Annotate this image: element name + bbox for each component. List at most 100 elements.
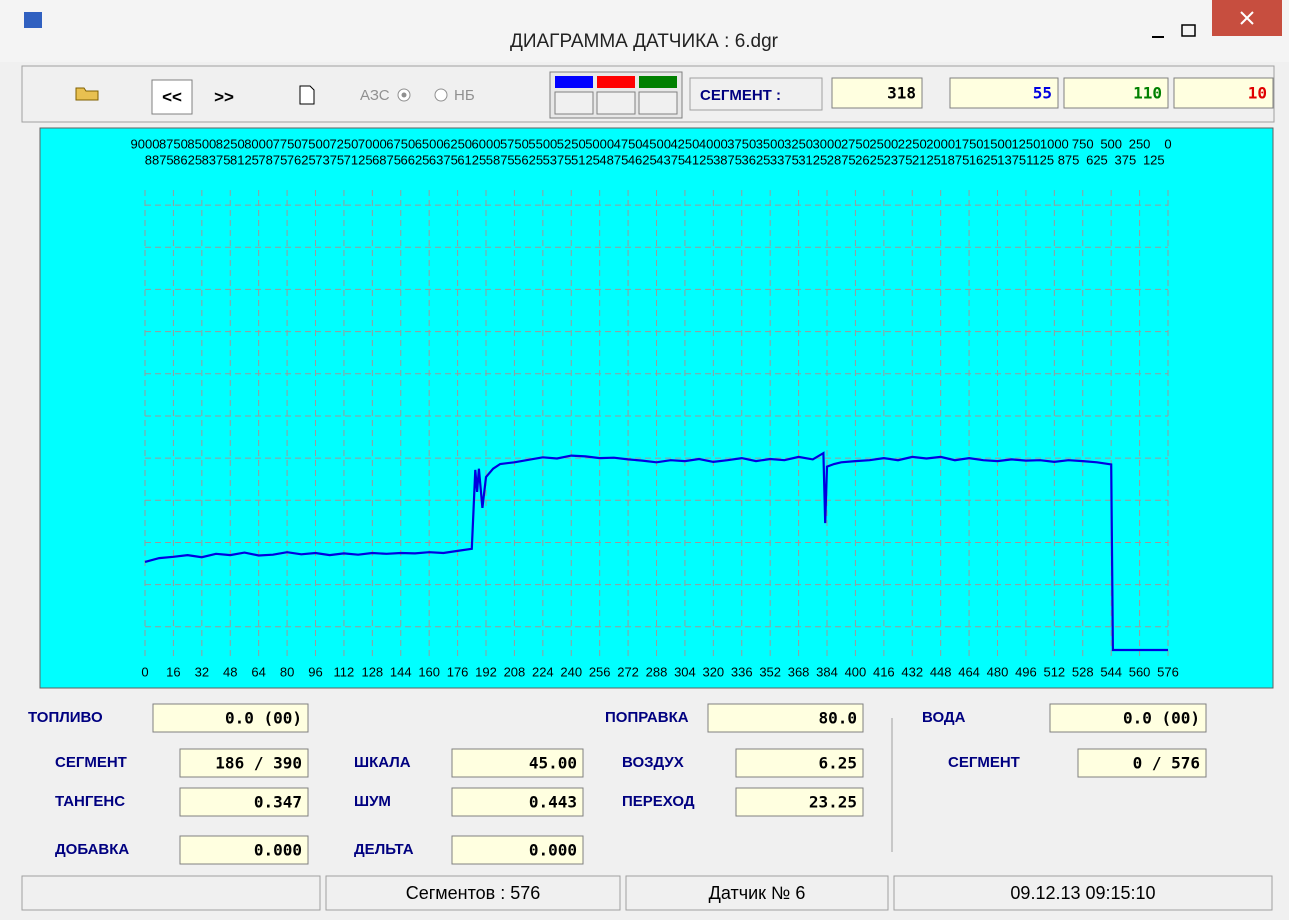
status-pane — [325, 875, 621, 911]
x-tick-label: 176 — [447, 664, 469, 679]
field-label: СЕГМЕНТ — [948, 754, 1020, 771]
top-tick-label: 4625 — [628, 152, 657, 167]
field-value: 0.0 (00) — [225, 709, 302, 728]
top-tick-label: 625 — [1086, 152, 1108, 167]
legend-swatch — [597, 76, 635, 88]
x-tick-label: 272 — [617, 664, 639, 679]
close-icon — [1240, 11, 1254, 25]
segment-value: 318 — [887, 84, 916, 103]
top-tick-label: 7750 — [273, 136, 302, 151]
legend-swatch — [639, 76, 677, 88]
top-tick-label: 1750 — [955, 136, 984, 151]
top-tick-label: 1500 — [983, 136, 1012, 151]
top-tick-label: 7125 — [344, 152, 373, 167]
field-label: ШКАЛА — [354, 754, 411, 771]
x-tick-label: 368 — [788, 664, 810, 679]
x-tick-label: 288 — [646, 664, 668, 679]
next-button[interactable]: >> — [214, 87, 234, 106]
top-tick-label: 7375 — [315, 152, 344, 167]
title-bar — [0, 0, 1289, 62]
top-tick-label: 3500 — [756, 136, 785, 151]
x-tick-label: 192 — [475, 664, 497, 679]
new-button[interactable] — [299, 85, 315, 105]
field-value: 6.25 — [818, 754, 857, 773]
top-tick-label: 4750 — [614, 136, 643, 151]
x-tick-label: 512 — [1043, 664, 1065, 679]
top-tick-label: 1125 — [1026, 152, 1054, 167]
window-title: ДИАГРАММА ДАТЧИКА : 6.dgr — [510, 31, 779, 52]
x-tick-label: 432 — [901, 664, 923, 679]
top-tick-label: 750 — [1072, 136, 1094, 151]
x-tick-label: 128 — [361, 664, 383, 679]
legend-box — [554, 91, 594, 115]
top-tick-label: 6000 — [472, 136, 501, 151]
top-tick-label: 4250 — [670, 136, 699, 151]
app-icon — [24, 12, 42, 28]
status-pane — [893, 875, 1273, 911]
top-tick-label: 6750 — [386, 136, 415, 151]
field-box — [735, 787, 864, 817]
x-tick-label: 304 — [674, 664, 696, 679]
top-tick-label: 6875 — [372, 152, 401, 167]
x-tick-label: 528 — [1072, 664, 1094, 679]
x-tick-label: 208 — [504, 664, 526, 679]
top-tick-label: 5625 — [514, 152, 543, 167]
legend-swatch — [555, 76, 593, 88]
x-tick-label: 80 — [280, 664, 294, 679]
segment-field — [1063, 77, 1169, 109]
field-box — [1077, 748, 1207, 778]
azs-option[interactable]: АЗС — [360, 87, 390, 104]
legend-box — [596, 91, 636, 115]
field-label: ДЕЛЬТА — [354, 841, 414, 858]
top-tick-label: 2875 — [827, 152, 856, 167]
top-tick-label: 6625 — [400, 152, 429, 167]
top-tick-label: 4375 — [656, 152, 685, 167]
top-tick-label: 1875 — [940, 152, 969, 167]
top-tick-label: 5500 — [528, 136, 557, 151]
top-tick-label: 3750 — [727, 136, 756, 151]
nb-radio[interactable] — [434, 88, 448, 102]
top-tick-label: 6375 — [429, 152, 458, 167]
field-box — [735, 748, 864, 778]
top-tick-label: 3875 — [713, 152, 742, 167]
top-tick-label: 1625 — [969, 152, 998, 167]
maximize-button[interactable] — [1181, 24, 1196, 37]
field-box — [179, 835, 309, 865]
top-tick-label: 8750 — [159, 136, 188, 151]
nb-option[interactable]: НБ — [454, 87, 475, 104]
top-tick-label: 3000 — [813, 136, 842, 151]
x-tick-label: 48 — [223, 664, 237, 679]
top-tick-label: 125 — [1143, 152, 1165, 167]
segment-value: 110 — [1133, 84, 1162, 103]
top-tick-label: 3125 — [798, 152, 827, 167]
field-label: ПЕРЕХОД — [622, 793, 695, 810]
field-value: 45.00 — [529, 754, 577, 773]
top-tick-label: 1250 — [1011, 136, 1040, 151]
field-label: ДОБАВКА — [55, 841, 129, 858]
top-tick-label: 7250 — [329, 136, 358, 151]
x-tick-label: 160 — [418, 664, 440, 679]
status-pane — [21, 875, 321, 911]
segment-field — [949, 77, 1059, 109]
x-tick-label: 560 — [1129, 664, 1151, 679]
field-label: ШУМ — [354, 793, 391, 810]
field-value: 0 / 576 — [1133, 754, 1200, 773]
field-label: СЕГМЕНТ — [55, 754, 127, 771]
top-tick-label: 4875 — [599, 152, 628, 167]
top-tick-label: 5000 — [585, 136, 614, 151]
top-tick-label: 2125 — [912, 152, 941, 167]
open-button[interactable] — [75, 87, 99, 101]
x-tick-label: 336 — [731, 664, 753, 679]
status-text: Датчик № 6 — [709, 883, 806, 903]
field-label: ТАНГЕНС — [55, 793, 125, 810]
x-tick-label: 0 — [141, 664, 148, 679]
field-value: 186 / 390 — [215, 754, 302, 773]
top-tick-label: 2750 — [841, 136, 870, 151]
segment-label-frame — [689, 77, 823, 111]
top-tick-label: 7875 — [258, 152, 287, 167]
field-label: ПОПРАВКА — [605, 709, 689, 726]
prev-button[interactable]: << — [162, 87, 182, 106]
field-box — [451, 787, 584, 817]
segment-field — [1173, 77, 1274, 109]
prev-button-frame[interactable] — [151, 79, 193, 115]
